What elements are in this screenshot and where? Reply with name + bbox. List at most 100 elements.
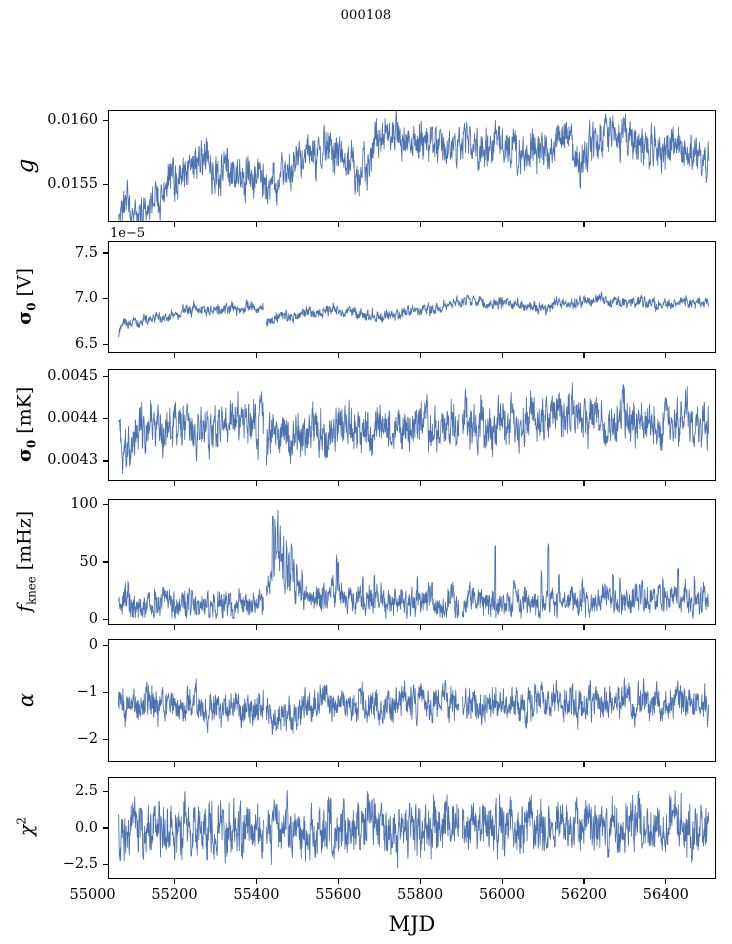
- y-tick-mark: [103, 561, 108, 563]
- x-tick-mark: [337, 481, 339, 486]
- data-trace-chi_squared: [118, 790, 710, 869]
- x-tick-mark: [583, 222, 585, 227]
- x-tick-mark: [583, 481, 585, 486]
- data-trace-alpha: [117, 677, 710, 735]
- x-tick-label: 55400: [233, 887, 280, 903]
- y-tick-label: −2: [76, 731, 98, 748]
- y-tick-mark: [103, 504, 108, 506]
- x-tick-mark: [419, 879, 421, 884]
- x-tick-mark: [501, 879, 503, 884]
- y-tick-mark: [103, 418, 108, 420]
- x-tick-mark: [501, 353, 503, 358]
- y-axis-label-sigma0_mk: σ0 [mK]: [13, 386, 39, 463]
- x-tick-mark: [337, 879, 339, 884]
- y-tick-mark: [103, 692, 108, 694]
- x-tick-mark: [501, 625, 503, 630]
- x-tick-mark: [173, 222, 176, 227]
- x-tick-mark: [255, 625, 257, 630]
- data-trace-sigma0_volts: [117, 291, 710, 338]
- y-axis-label-f_knee: fknee [mHz]: [13, 510, 39, 612]
- plot-panel-sigma0_volts: [108, 241, 716, 353]
- x-tick-mark: [419, 481, 421, 486]
- x-tick-mark: [173, 625, 176, 630]
- data-trace-sigma0_mk: [118, 382, 710, 474]
- x-tick-mark: [337, 222, 339, 227]
- y-tick-label: −2.5: [62, 856, 98, 873]
- x-tick-label: 55600: [315, 887, 362, 903]
- x-tick-mark: [665, 481, 667, 486]
- data-trace-gain: [118, 111, 710, 221]
- x-tick-mark: [501, 481, 503, 486]
- x-tick-mark: [255, 481, 257, 486]
- y-tick-mark: [103, 184, 108, 186]
- x-tick-mark: [583, 879, 585, 884]
- plot-panel-sigma0_mk: [108, 369, 716, 481]
- x-tick-mark: [173, 481, 176, 486]
- y-tick-mark: [103, 618, 108, 620]
- y-tick-mark: [103, 460, 108, 462]
- x-tick-mark: [501, 222, 503, 227]
- y-tick-label: 0: [88, 637, 98, 654]
- x-tick-mark: [255, 222, 257, 227]
- figure-title: 000108: [340, 8, 392, 23]
- plot-panel-alpha: [108, 639, 716, 762]
- y-tick-mark: [103, 739, 108, 741]
- y-tick-label: 0.0: [74, 819, 98, 836]
- y-tick-mark: [103, 827, 108, 829]
- plot-panel-f_knee: [108, 499, 716, 625]
- y-tick-label: 0.0043: [47, 452, 98, 469]
- x-tick-mark: [419, 762, 421, 767]
- y-tick-label: 2.5: [74, 782, 98, 799]
- x-tick-mark: [337, 762, 339, 767]
- y-tick-mark: [103, 645, 108, 647]
- y-tick-label: 7.0: [74, 290, 98, 307]
- y-tick-label: 0.0160: [47, 111, 98, 128]
- y-tick-label: 0.0155: [47, 176, 98, 193]
- y-tick-mark: [103, 375, 108, 377]
- y-tick-label: 0.0044: [47, 410, 98, 427]
- x-tick-mark: [665, 222, 667, 227]
- x-tick-mark: [665, 625, 667, 630]
- x-tick-mark: [583, 625, 585, 630]
- y-tick-mark: [103, 298, 108, 300]
- y-tick-mark: [103, 790, 108, 792]
- y-tick-mark: [103, 344, 108, 346]
- y-tick-mark: [103, 119, 108, 121]
- data-trace-f_knee: [118, 509, 709, 620]
- axis-offset-text: 1e−5: [110, 226, 146, 241]
- y-tick-label: 6.5: [74, 336, 98, 353]
- x-tick-label: 56000: [479, 887, 526, 903]
- x-tick-mark: [665, 762, 667, 767]
- x-tick-mark: [255, 353, 257, 358]
- x-tick-mark: [337, 625, 339, 630]
- x-tick-label: 55200: [151, 887, 198, 903]
- x-tick-label: 55800: [397, 887, 444, 903]
- y-tick-mark: [103, 252, 108, 254]
- x-tick-mark: [583, 762, 585, 767]
- x-tick-mark: [419, 222, 421, 227]
- y-tick-label: 0: [88, 610, 98, 627]
- x-tick-mark: [173, 353, 176, 358]
- x-tick-mark: [419, 625, 421, 630]
- plot-panel-chi_squared: [108, 777, 716, 879]
- x-axis-label: MJD: [388, 912, 436, 936]
- x-tick-mark: [173, 762, 176, 767]
- x-tick-mark: [501, 762, 503, 767]
- y-tick-label: 0.0045: [47, 367, 98, 384]
- y-tick-label: 7.5: [74, 244, 98, 261]
- y-tick-label: −1: [76, 684, 98, 701]
- y-axis-label-gain: g: [13, 158, 39, 174]
- x-tick-mark: [419, 353, 421, 358]
- x-tick-label: 56400: [642, 887, 689, 903]
- x-tick-mark: [583, 353, 585, 358]
- x-tick-mark: [665, 879, 667, 884]
- x-tick-label: 56200: [560, 887, 608, 903]
- y-tick-mark: [103, 864, 108, 866]
- plot-panel-gain: [108, 110, 716, 222]
- x-tick-label: 55000: [69, 887, 116, 903]
- y-axis-label-chi_squared: χ2: [14, 817, 38, 837]
- y-tick-label: 100: [70, 496, 98, 513]
- x-tick-mark: [337, 353, 339, 358]
- x-tick-mark: [665, 353, 667, 358]
